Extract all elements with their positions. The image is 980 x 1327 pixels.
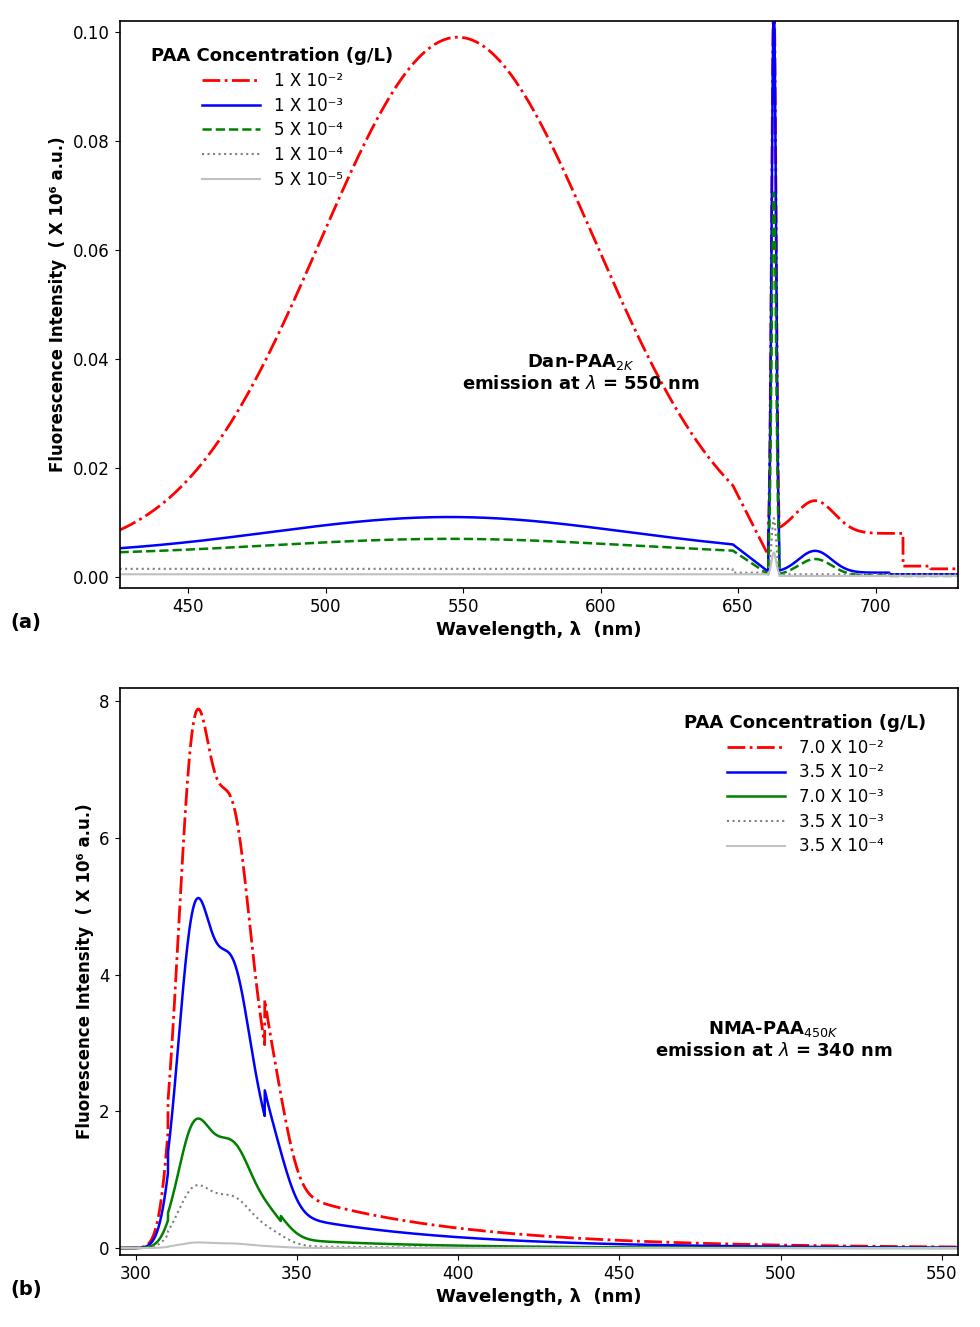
X-axis label: Wavelength, λ  (nm): Wavelength, λ (nm) — [436, 1289, 642, 1306]
Text: (a): (a) — [11, 613, 41, 632]
Y-axis label: Fluorescence Intensity  ( X 10⁶ a.u.): Fluorescence Intensity ( X 10⁶ a.u.) — [75, 804, 94, 1139]
Legend: 1 X 10⁻², 1 X 10⁻³, 5 X 10⁻⁴, 1 X 10⁻⁴, 5 X 10⁻⁵: 1 X 10⁻², 1 X 10⁻³, 5 X 10⁻⁴, 1 X 10⁻⁴, … — [145, 41, 400, 195]
Text: NMA-PAA$_{450K}$
emission at $\lambda$ = 340 nm: NMA-PAA$_{450K}$ emission at $\lambda$ =… — [655, 1019, 893, 1060]
Text: (b): (b) — [11, 1279, 42, 1299]
Legend: 7.0 X 10⁻², 3.5 X 10⁻², 7.0 X 10⁻³, 3.5 X 10⁻³, 3.5 X 10⁻⁴: 7.0 X 10⁻², 3.5 X 10⁻², 7.0 X 10⁻³, 3.5 … — [677, 707, 933, 863]
X-axis label: Wavelength, λ  (nm): Wavelength, λ (nm) — [436, 621, 642, 640]
Text: Dan-PAA$_{2K}$
emission at $\lambda$ = 550 nm: Dan-PAA$_{2K}$ emission at $\lambda$ = 5… — [462, 352, 700, 393]
Y-axis label: Fluorescence Intensity  ( X 10⁶ a.u.): Fluorescence Intensity ( X 10⁶ a.u.) — [49, 137, 68, 472]
